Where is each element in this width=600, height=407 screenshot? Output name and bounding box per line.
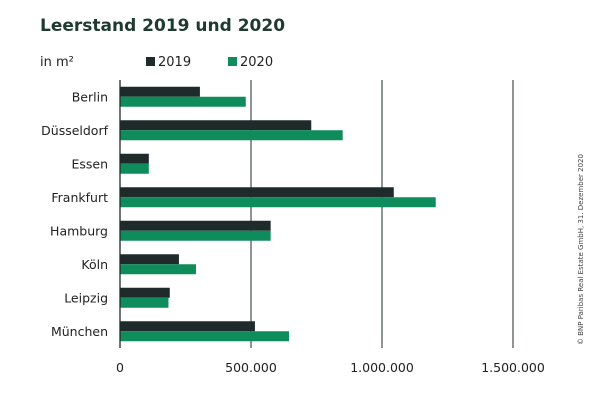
category-label-duesseldorf: Düsseldorf [41, 123, 108, 138]
bar-duesseldorf-2019 [120, 120, 312, 131]
category-labels: Berlin Düsseldorf Essen Frankfurt Hamburg Köl… [41, 89, 108, 339]
bars [120, 86, 436, 342]
chart-title: Leerstand 2019 und 2020 [40, 16, 285, 36]
x-tick-label-2: 1.000.000 [350, 360, 414, 375]
copyright-notice: © BNP Paribas Real Estate GmbH, 31. Deze… [577, 154, 585, 345]
category-label-essen: Essen [71, 156, 108, 171]
bar-essen-2020 [120, 163, 149, 174]
bar-berlin-2020 [120, 96, 246, 107]
bar-koeln-2019 [120, 254, 179, 265]
category-label-hamburg: Hamburg [50, 223, 108, 238]
bar-leipzig-2020 [120, 297, 169, 308]
x-tick-label-3: 1.500.000 [481, 360, 545, 375]
gridlines [250, 80, 514, 348]
legend-swatch-2019 [146, 57, 155, 66]
x-tick-labels: 0 500.000 1.000.000 1.500.000 [116, 360, 545, 375]
bar-berlin-2019 [120, 86, 200, 97]
bar-frankfurt-2020 [120, 197, 436, 208]
category-label-frankfurt: Frankfurt [51, 190, 108, 205]
bar-frankfurt-2019 [120, 187, 394, 198]
bar-essen-2019 [120, 153, 149, 164]
category-label-koeln: Köln [81, 257, 108, 272]
x-tick-label-1: 500.000 [225, 360, 277, 375]
bar-leipzig-2019 [120, 287, 170, 298]
legend-swatch-2020 [228, 57, 237, 66]
bar-muenchen-2019 [120, 321, 255, 332]
category-label-berlin: Berlin [72, 89, 108, 104]
bar-hamburg-2020 [120, 230, 271, 241]
category-label-muenchen: München [51, 324, 108, 339]
bar-koeln-2020 [120, 264, 196, 275]
unit-label: in m² [40, 55, 74, 70]
category-label-leipzig: Leipzig [64, 290, 108, 305]
legend-label-2019: 2019 [158, 55, 191, 70]
legend: 2019 2020 [146, 55, 273, 70]
x-tick-label-0: 0 [116, 360, 124, 375]
bar-duesseldorf-2020 [120, 130, 343, 141]
bar-muenchen-2020 [120, 331, 289, 342]
legend-label-2020: 2020 [240, 55, 273, 70]
bar-hamburg-2019 [120, 220, 271, 231]
